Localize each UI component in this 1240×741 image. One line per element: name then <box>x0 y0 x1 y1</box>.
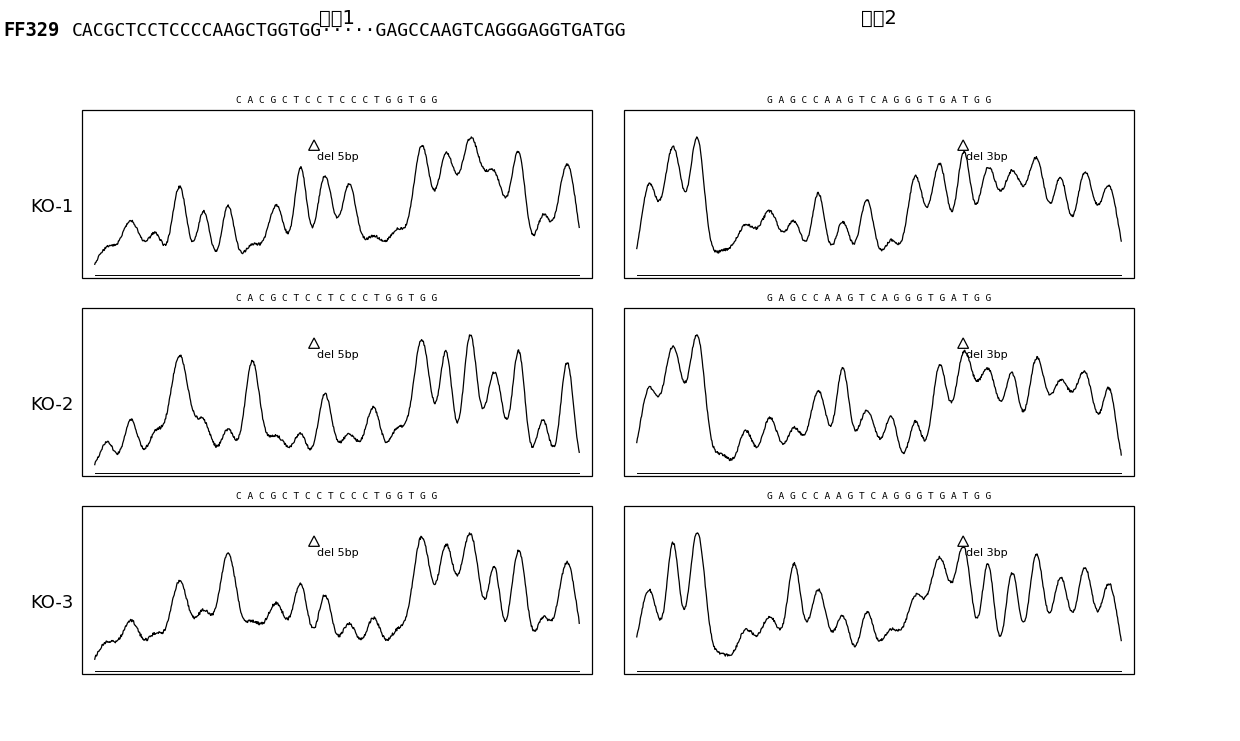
Text: del 3bp: del 3bp <box>966 350 1008 360</box>
Text: FF329: FF329 <box>2 21 60 41</box>
Bar <box>82 308 591 476</box>
Text: CACGCTCCTCCCCAAGCTGGTGG·····GAGCCAAGTCAGGGAGGTGATGG: CACGCTCCTCCCCAAGCTGGTGG·····GAGCCAAGTCAG… <box>72 22 626 40</box>
Text: del 5bp: del 5bp <box>317 350 358 360</box>
Text: KO-3: KO-3 <box>31 594 74 613</box>
Text: KO-2: KO-2 <box>31 396 74 414</box>
Bar <box>82 110 591 278</box>
Text: 靶点2: 靶点2 <box>861 9 897 28</box>
Polygon shape <box>957 338 968 348</box>
Text: del 5bp: del 5bp <box>317 153 358 162</box>
Text: C A C G C T C C T C C C T G G T G G: C A C G C T C C T C C C T G G T G G <box>237 96 438 105</box>
Text: del 3bp: del 3bp <box>966 548 1008 558</box>
Bar <box>82 506 591 674</box>
Polygon shape <box>957 140 968 150</box>
Text: G A G C C A A G T C A G G G T G A T G G: G A G C C A A G T C A G G G T G A T G G <box>766 96 991 105</box>
Text: C A C G C T C C T C C C T G G T G G: C A C G C T C C T C C C T G G T G G <box>237 294 438 303</box>
Bar <box>624 506 1135 674</box>
Bar <box>624 110 1135 278</box>
Text: G A G C C A A G T C A G G G T G A T G G: G A G C C A A G T C A G G G T G A T G G <box>766 492 991 501</box>
Text: del 3bp: del 3bp <box>966 153 1008 162</box>
Polygon shape <box>309 338 320 348</box>
Polygon shape <box>309 536 320 546</box>
Text: C A C G C T C C T C C C T G G T G G: C A C G C T C C T C C C T G G T G G <box>237 492 438 501</box>
Polygon shape <box>957 536 968 546</box>
Text: G A G C C A A G T C A G G G T G A T G G: G A G C C A A G T C A G G G T G A T G G <box>766 294 991 303</box>
Text: del 5bp: del 5bp <box>317 548 358 558</box>
Text: KO-1: KO-1 <box>31 199 74 216</box>
Polygon shape <box>309 140 320 150</box>
Text: 靶点1: 靶点1 <box>319 9 355 28</box>
Bar <box>624 308 1135 476</box>
